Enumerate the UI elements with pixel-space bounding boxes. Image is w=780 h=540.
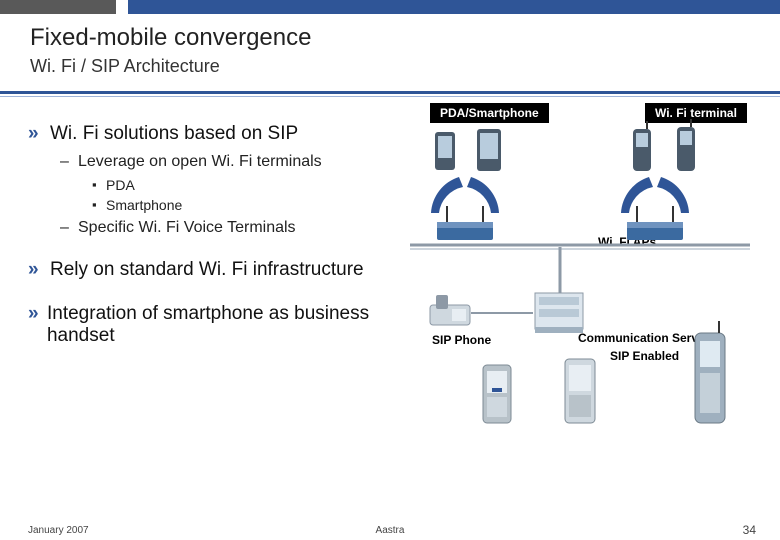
wifi-ap-icon bbox=[437, 206, 493, 240]
handset-icon bbox=[633, 121, 651, 171]
bullet-l2: Leverage on open Wi. Fi terminals bbox=[78, 153, 322, 171]
wifi-waves-icon bbox=[621, 177, 689, 213]
wifi-ap-icon bbox=[627, 206, 683, 240]
slide-subtitle: Wi. Fi / SIP Architecture bbox=[30, 56, 760, 77]
bullet-l3: PDA bbox=[106, 177, 135, 193]
top-color-bar bbox=[0, 0, 780, 14]
divider-thick bbox=[0, 91, 780, 94]
footer-page-number: 34 bbox=[743, 523, 756, 537]
footer-date: January 2007 bbox=[28, 525, 89, 536]
bullet-list: »Wi. Fi solutions based on SIP –Leverage… bbox=[28, 115, 388, 355]
slide-title: Fixed-mobile convergence bbox=[30, 24, 760, 52]
sip-phone-icon bbox=[430, 295, 470, 325]
pda-icon bbox=[477, 129, 501, 171]
handset-icon bbox=[677, 119, 695, 171]
wifi-waves-icon bbox=[431, 177, 499, 213]
pda-icon bbox=[435, 132, 455, 170]
server-icon bbox=[535, 293, 583, 333]
smartphone-icon bbox=[565, 359, 595, 423]
architecture-diagram bbox=[395, 97, 765, 457]
bullet-l2: Specific Wi. Fi Voice Terminals bbox=[78, 219, 296, 237]
bullet-l1: Integration of smartphone as business ha… bbox=[47, 303, 388, 347]
smartphone-icon bbox=[483, 365, 511, 423]
bullet-l1: Wi. Fi solutions based on SIP bbox=[50, 123, 298, 145]
bullet-l3: Smartphone bbox=[106, 197, 182, 213]
footer-brand: Aastra bbox=[376, 525, 405, 536]
handset-icon bbox=[695, 321, 725, 423]
bullet-l1: Rely on standard Wi. Fi infrastructure bbox=[50, 259, 364, 281]
